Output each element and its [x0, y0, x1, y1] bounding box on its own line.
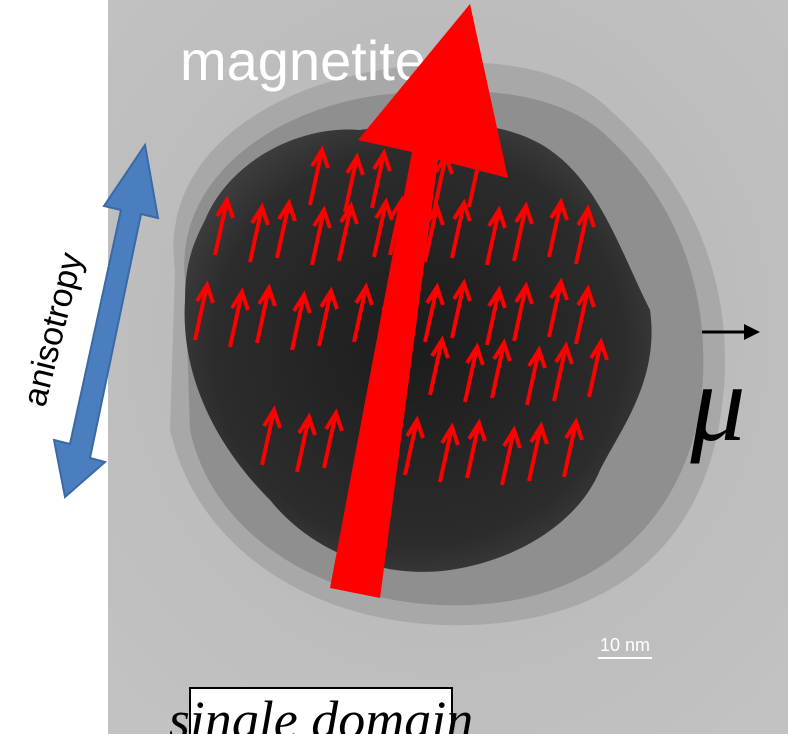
scale-bar-label: 10 nm: [600, 635, 650, 655]
moment-symbol: μ: [689, 342, 745, 464]
anisotropy-label: anisotropy: [16, 249, 91, 410]
material-label: magnetite: [180, 29, 426, 92]
figure: magnetite anisotropy μ 10 nm single doma…: [0, 0, 788, 734]
caption: single domain: [169, 690, 474, 734]
